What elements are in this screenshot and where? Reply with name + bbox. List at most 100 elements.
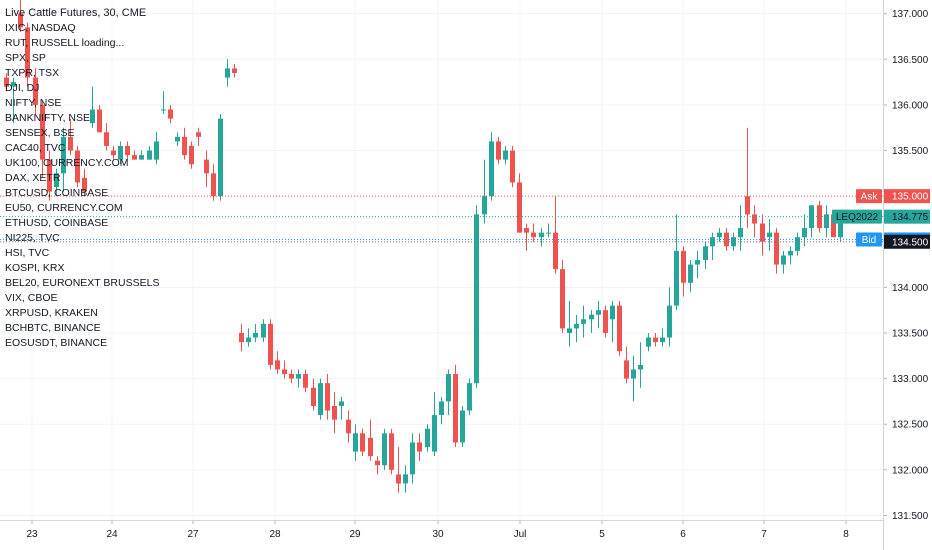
- legend-item[interactable]: TXPR, TSX: [5, 67, 60, 79]
- candle-body: [268, 323, 273, 365]
- candle-body: [111, 150, 116, 156]
- legend-item[interactable]: HSI, TVC: [5, 247, 50, 259]
- candle-body: [82, 177, 87, 192]
- y-axis-tick-label: 137.000: [892, 9, 929, 20]
- candle-body: [218, 118, 223, 197]
- legend-item[interactable]: BEL20, EURONEXT BRUSSELS: [5, 277, 160, 289]
- candle-body: [282, 369, 287, 375]
- candle-body: [446, 374, 451, 402]
- candle-body: [731, 237, 736, 247]
- legend-item[interactable]: BTCUSD, COINBASE: [5, 187, 109, 199]
- candle-body: [838, 216, 843, 238]
- candle-body: [147, 150, 152, 160]
- legend-item[interactable]: VIX, CBOE: [5, 292, 58, 304]
- candle-body: [132, 155, 137, 160]
- candle-body: [118, 145, 123, 160]
- candle-body: [524, 228, 529, 233]
- candle-body: [567, 328, 572, 333]
- y-axis-tick-label: 133.500: [892, 328, 929, 339]
- legend-item[interactable]: NI225, TVC: [5, 232, 60, 244]
- x-axis-tick-label: 8: [843, 529, 849, 540]
- candle-body: [603, 310, 608, 333]
- legend-item[interactable]: IXIC, NASDAQ: [5, 22, 76, 34]
- legend-list: IXIC, NASDAQ RUT, RUSSELL loading... SPX…: [5, 21, 159, 351]
- candle-body: [482, 196, 487, 215]
- candle-body: [40, 104, 45, 160]
- legend-item[interactable]: CAC40, TVC: [5, 142, 66, 154]
- candle-body: [97, 109, 102, 133]
- legend: Live Cattle Futures, 30, CME IXIC, NASDA…: [5, 6, 159, 351]
- candle-body: [47, 159, 52, 192]
- candle-body: [831, 214, 836, 238]
- legend-item[interactable]: KOSPI, KRX: [5, 262, 65, 274]
- candle-body: [161, 109, 166, 111]
- candle-body: [182, 136, 187, 156]
- x-axis-tick-label: 23: [26, 529, 38, 540]
- legend-item[interactable]: NIFTY, NSE: [5, 97, 62, 109]
- candle-body: [75, 150, 80, 183]
- legend-item[interactable]: SENSEX, BSE: [5, 127, 75, 139]
- candle-body: [139, 155, 144, 160]
- legend-item[interactable]: DJI, DJ: [5, 82, 40, 94]
- last-tag-value: 134.775: [892, 212, 929, 223]
- legend-item[interactable]: BCHBTC, BINANCE: [5, 322, 101, 334]
- candle-body: [795, 237, 800, 251]
- legend-item[interactable]: UK100, CURRENCY.COM: [5, 157, 129, 169]
- candle-body: [239, 332, 244, 343]
- candle-body: [325, 383, 330, 411]
- candle-body: [809, 205, 814, 229]
- candle-body: [33, 77, 38, 105]
- candle-body: [311, 387, 316, 406]
- candle-body: [824, 214, 829, 229]
- candle-body: [653, 337, 658, 343]
- candle-body: [346, 419, 351, 434]
- candle-body: [703, 246, 708, 260]
- legend-item[interactable]: XRPUSD, KRAKEN: [5, 307, 98, 319]
- legend-item[interactable]: EOSUSDT, BINANCE: [5, 337, 108, 349]
- candle-body: [104, 132, 109, 146]
- candle-body: [396, 474, 401, 484]
- candle-body: [417, 442, 422, 452]
- candle-body: [738, 228, 743, 238]
- legend-item[interactable]: SPX, SP: [5, 52, 46, 64]
- candle-body: [688, 264, 693, 283]
- x-axis-tick-label: 24: [106, 529, 118, 540]
- candle-body: [389, 433, 394, 470]
- candle-body: [503, 150, 508, 160]
- legend-item[interactable]: EU50, CURRENCY.COM: [5, 202, 123, 214]
- candle-body: [225, 68, 230, 78]
- legend-title: Live Cattle Futures, 30, CME: [5, 7, 147, 19]
- candle-body: [303, 374, 308, 388]
- candle-body: [781, 255, 786, 265]
- candle-body: [596, 310, 601, 315]
- legend-item[interactable]: DAX, XETR: [5, 172, 61, 184]
- candle-body: [246, 337, 251, 343]
- legend-item[interactable]: ETHUSD, COINBASE: [5, 217, 109, 229]
- candle-body: [18, 13, 23, 28]
- candle-body: [553, 232, 558, 270]
- candle-body: [339, 401, 344, 406]
- candle-body: [638, 364, 643, 370]
- y-axis-tick-label: 131.500: [892, 511, 929, 522]
- candle-body: [717, 232, 722, 238]
- y-axis-tick-label: 134.000: [892, 283, 929, 294]
- candle-body: [332, 405, 337, 420]
- candle-body: [90, 109, 95, 124]
- candle-body: [54, 173, 59, 188]
- legend-item[interactable]: BANKNIFTY, NSE: [5, 112, 90, 124]
- candle-body: [261, 323, 266, 338]
- bid-tag-label: Bid: [862, 235, 876, 246]
- candle-body: [382, 433, 387, 466]
- y-axis-tick-label: 133.000: [892, 374, 929, 385]
- last-tag-label: LEQ2022: [836, 212, 879, 223]
- last-tag-value-bg: [884, 209, 930, 224]
- candle-body: [745, 196, 750, 215]
- legend-item[interactable]: RUT, RUSSELL loading...: [5, 37, 125, 49]
- candle-body: [474, 214, 479, 384]
- candle-body: [581, 319, 586, 324]
- candle-body: [375, 460, 380, 466]
- candle-body: [574, 323, 579, 329]
- candle-body: [368, 437, 373, 457]
